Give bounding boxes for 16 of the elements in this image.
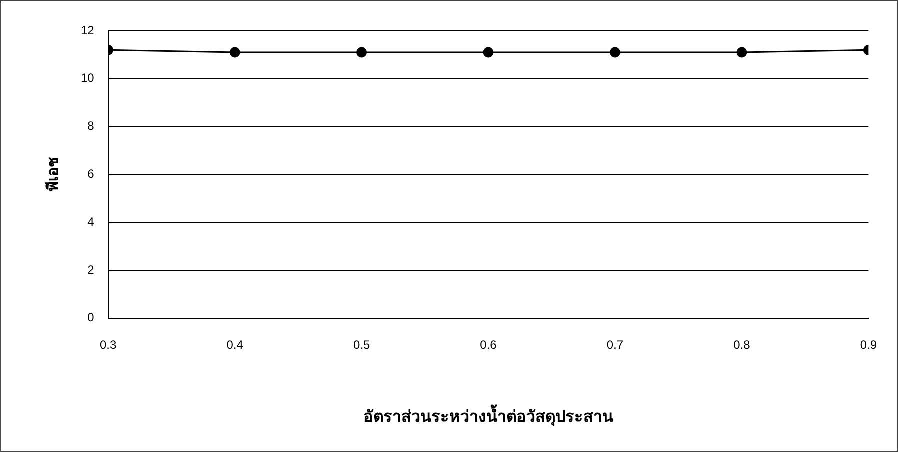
y-tick-label: 2 — [88, 262, 95, 277]
x-tick-label: 0.6 — [480, 338, 498, 352]
y-tick-label: 6 — [88, 167, 95, 182]
y-tick-label: 0 — [88, 310, 95, 325]
y-tick-label: 12 — [80, 23, 95, 38]
x-tick-label: 0.8 — [734, 338, 751, 352]
x-axis-title: อัตราส่วนระหว่างน้ำต่อวัสดุประสาน — [364, 404, 614, 427]
y-axis-title: พีเอช — [45, 158, 62, 192]
y-tick-label: 4 — [88, 214, 95, 229]
y-tick-label: 8 — [88, 119, 95, 134]
x-tick-label: 0.9 — [860, 338, 878, 352]
x-tick-label: 0.5 — [353, 338, 370, 352]
y-tick-label: 10 — [80, 71, 95, 86]
x-tick-label: 0.3 — [100, 338, 118, 352]
x-tick-label: 0.4 — [226, 338, 244, 352]
x-tick-label: 0.7 — [606, 338, 624, 352]
